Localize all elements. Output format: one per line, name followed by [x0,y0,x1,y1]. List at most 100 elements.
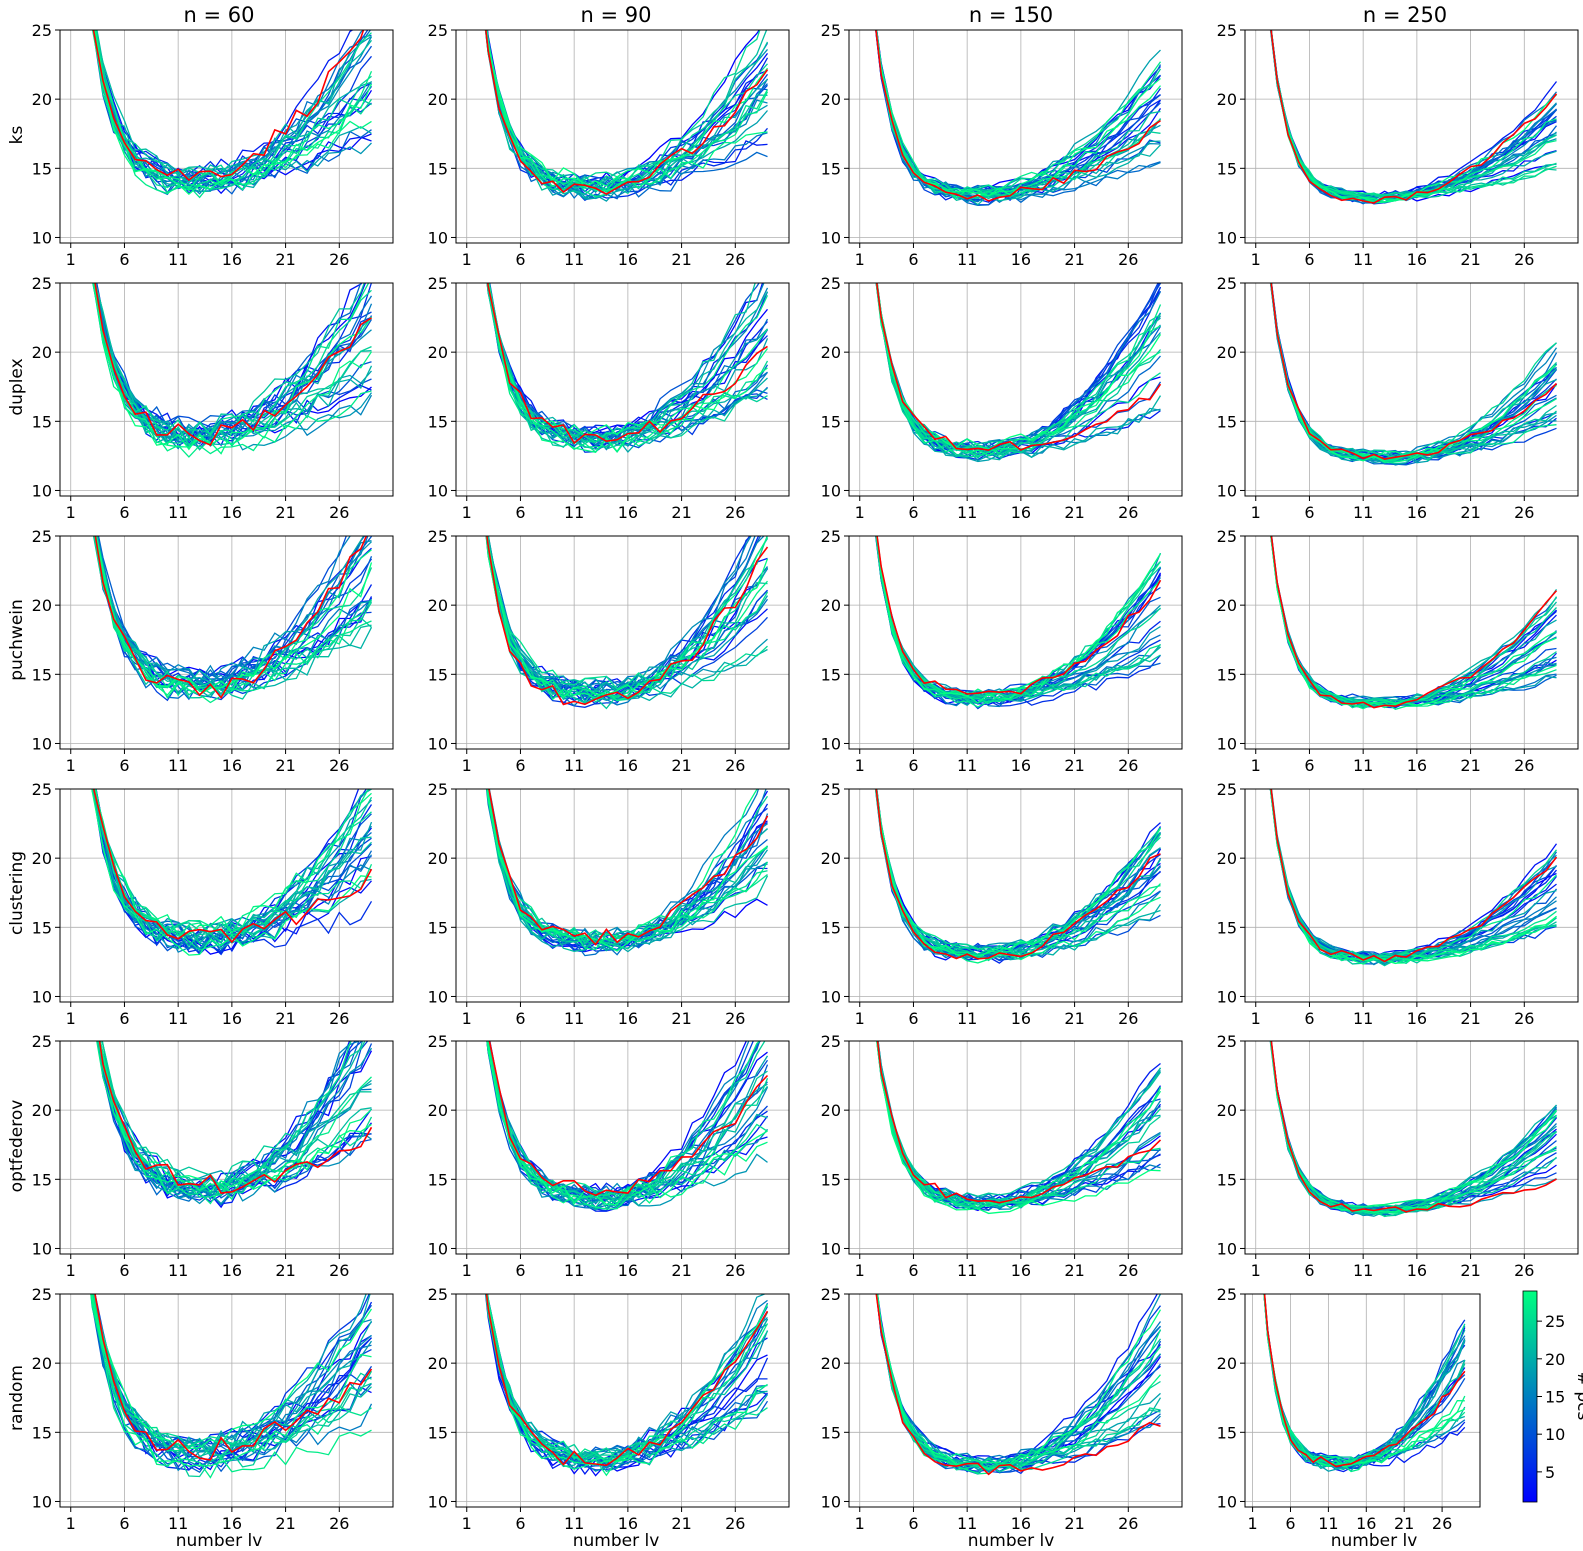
x-tick-label: 26 [725,756,745,775]
reference-line [98,1041,373,1194]
series-line [486,30,768,187]
series-line [876,536,1162,704]
series-line [90,1294,372,1478]
x-tick-label: 21 [1064,1009,1084,1028]
x-tick-label: 26 [1514,503,1534,522]
x-tick-label: 1 [462,1514,472,1533]
series-group [484,1294,769,1477]
x-tick-label: 1 [462,1261,472,1280]
series-line [1270,536,1557,708]
x-tick-label: 11 [564,756,584,775]
series-line [876,536,1161,704]
series-line [876,1041,1162,1209]
series-line [94,789,373,936]
series-group [485,536,769,710]
series-line [488,1041,768,1197]
series-group [1269,1041,1558,1218]
x-tick-label: 1 [855,756,865,775]
series-line [486,536,769,699]
series-line [486,1294,769,1466]
y-tick-label: 25 [428,21,448,40]
series-group [1270,536,1558,711]
reference-line [1270,1041,1557,1213]
series-line [1270,536,1557,708]
series-line [485,30,768,192]
y-tick-label: 15 [428,665,448,684]
series-line [93,30,373,194]
colorbar-tick-label: 20 [1545,1350,1565,1369]
y-tick-label: 20 [428,90,448,109]
series-line [485,30,769,196]
x-tick-label: 21 [275,1009,295,1028]
panel-frame [1244,29,1579,244]
series-line [98,1041,351,1195]
series-line [485,30,769,191]
series-line [97,1041,372,1202]
y-tick-label: 25 [821,21,841,40]
series-group [91,789,373,956]
series-line [1270,1041,1557,1217]
x-tick-label: 21 [671,250,691,269]
x-tick-label: 16 [1407,1009,1427,1028]
row-label: duplex [7,358,27,415]
series-group [876,1041,1162,1215]
colorbar-tick-label: 15 [1545,1388,1565,1407]
y-tick-label: 15 [1217,412,1237,431]
series-line [487,1041,768,1206]
series-group [1263,1294,1466,1473]
reference-line [94,283,372,447]
series-line [91,789,372,956]
x-tick-label: 21 [671,1514,691,1533]
y-tick-label: 15 [1217,1170,1237,1189]
y-tick-label: 10 [428,481,448,500]
series-line [95,536,373,693]
series-line [485,30,768,202]
series-group [1269,283,1558,466]
series-line [1270,536,1557,710]
series-group [486,283,769,454]
y-tick-label: 15 [428,918,448,937]
series-line [486,30,769,192]
y-tick-label: 10 [428,228,448,247]
x-tick-label: 1 [855,250,865,269]
y-tick-label: 25 [821,274,841,293]
y-tick-label: 25 [1217,1285,1237,1304]
series-line [91,30,373,195]
y-tick-label: 25 [32,1285,52,1304]
x-tick-label: 16 [222,1261,242,1280]
y-tick-label: 25 [32,21,52,40]
y-tick-label: 20 [821,90,841,109]
panel-frame [59,282,394,497]
y-tick-label: 10 [32,734,52,753]
y-tick-label: 15 [1217,159,1237,178]
x-tick-label: 1 [66,1009,76,1028]
x-tick-label: 6 [119,1009,129,1028]
x-tick-label: 26 [725,1514,745,1533]
column-title: n = 150 [969,3,1053,27]
y-tick-label: 10 [1217,987,1237,1006]
series-line [98,1041,372,1195]
x-tick-label: 26 [725,503,745,522]
x-tick-label: 16 [1011,1261,1031,1280]
y-tick-label: 20 [1217,343,1237,362]
series-line [1270,30,1557,205]
x-tick-label: 26 [329,1514,349,1533]
y-tick-label: 20 [821,849,841,868]
series-line [1270,30,1557,201]
y-tick-label: 25 [428,527,448,546]
y-tick-label: 10 [32,1492,52,1511]
y-tick-label: 25 [821,780,841,799]
y-tick-label: 10 [821,734,841,753]
y-tick-label: 20 [1217,596,1237,615]
y-tick-label: 20 [32,849,52,868]
x-tick-label: 6 [1304,503,1314,522]
series-line [488,283,768,437]
x-tick-label: 6 [1304,1009,1314,1028]
x-tick-label: 1 [1247,1514,1257,1533]
x-tick-label: 16 [618,250,638,269]
